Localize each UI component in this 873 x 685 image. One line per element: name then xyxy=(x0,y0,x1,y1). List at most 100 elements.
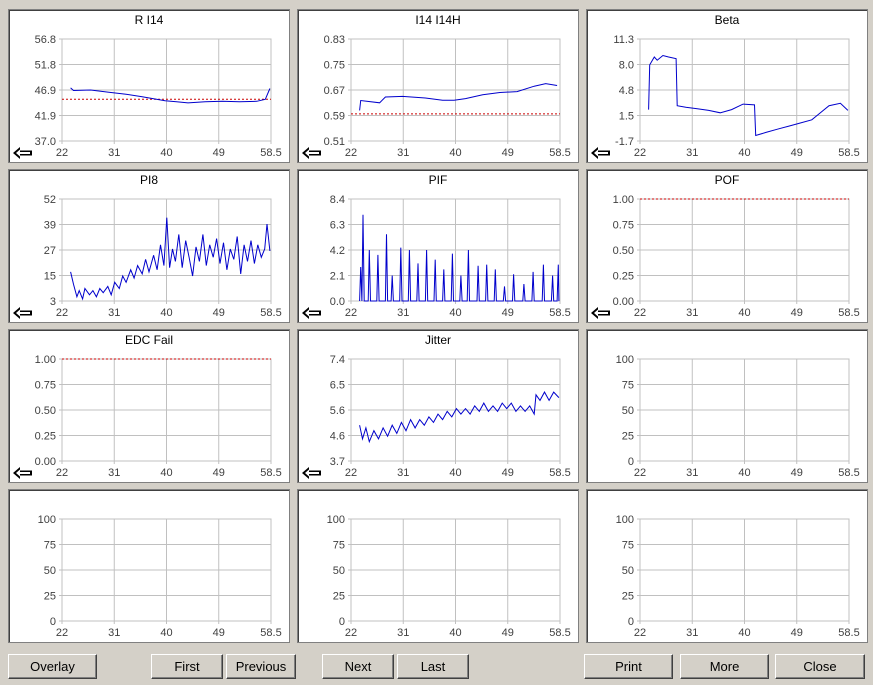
chart-title: PI8 xyxy=(140,173,158,187)
plot-area xyxy=(639,518,850,622)
y-tick-label: 75 xyxy=(622,540,634,552)
x-tick-label: 49 xyxy=(791,307,803,319)
x-tick-label: 40 xyxy=(160,147,172,159)
overlay-button[interactable]: Overlay xyxy=(8,654,97,679)
plot-area xyxy=(639,38,850,142)
arrow-left-icon[interactable] xyxy=(301,306,322,320)
y-tick-label: 25 xyxy=(333,591,345,603)
chart-edc-fail: EDC Fail 22 31 40 49 58.5 1.00 0.75 0.50 0.25 0.00 xyxy=(12,333,282,480)
x-tick-label: 22 xyxy=(345,147,357,159)
y-tick-label: 0.83 xyxy=(324,34,345,46)
y-tick-label: 4.6 xyxy=(330,431,345,443)
chart-jitter: Jitter 22 31 40 49 58.5 7.4 6.5 5.6 4.6 3.7 xyxy=(301,333,571,480)
chart-title: Jitter xyxy=(425,333,451,347)
chart-title: I14 I14H xyxy=(415,13,460,27)
y-tick-label: 50 xyxy=(622,565,634,577)
series-line-jitter xyxy=(359,391,560,444)
y-tick-label: 0.59 xyxy=(324,111,345,123)
y-tick-label: 0.67 xyxy=(324,85,345,97)
y-tick-label: 0.00 xyxy=(613,296,634,308)
chart-pof: POF 22 31 40 49 58.5 1.00 0.75 0.50 0.25 0.00 xyxy=(590,173,860,320)
x-tick-label: 22 xyxy=(56,467,68,479)
x-tick-label: 49 xyxy=(791,467,803,479)
y-tick-label: 0.75 xyxy=(324,60,345,72)
y-tick-label: 1.00 xyxy=(35,354,56,366)
y-tick-label: 4.8 xyxy=(619,85,634,97)
y-tick-label: 0.50 xyxy=(35,405,56,417)
x-tick-label: 58.5 xyxy=(549,467,570,479)
x-tick-label: 22 xyxy=(634,467,646,479)
y-tick-label: 100 xyxy=(616,354,634,366)
more-button[interactable]: More xyxy=(680,654,769,679)
x-tick-label: 22 xyxy=(345,307,357,319)
x-tick-label: 58.5 xyxy=(549,147,570,159)
x-tick-label: 58.5 xyxy=(549,307,570,319)
x-tick-label: 31 xyxy=(397,467,409,479)
y-tick-label: 25 xyxy=(622,431,634,443)
x-tick-label: 22 xyxy=(56,627,68,639)
arrow-left-icon[interactable] xyxy=(12,146,33,160)
plot-area xyxy=(350,38,561,142)
chart-panel-beta: Beta 22 31 40 49 58.5 11.3 8.0 4.8 1.5 -1.7 xyxy=(586,9,868,163)
chart-empty-3: 22 31 40 49 58.5 100 75 50 25 0 xyxy=(327,514,571,639)
y-tick-label: 25 xyxy=(44,591,56,603)
chart-i14-i14h: I14 I14H 22 31 40 49 58.5 0.83 0.75 0.67 0.59 0.51 xyxy=(301,13,571,160)
x-tick-label: 40 xyxy=(449,467,461,479)
chart-empty-1: 22 31 40 49 58.5 100 75 50 25 0 xyxy=(616,354,860,479)
y-tick-label: 0.50 xyxy=(613,245,634,257)
chart-panel-pi8: PI8 22 31 40 49 58.5 52 39 27 15 3 xyxy=(8,169,290,323)
chart-title: Beta xyxy=(715,13,740,27)
y-tick-label: 15 xyxy=(44,271,56,283)
y-tick-label: -1.7 xyxy=(615,136,634,148)
x-tick-label: 58.5 xyxy=(260,307,281,319)
first-button[interactable]: First xyxy=(151,654,223,679)
chart-pif: PIF 22 31 40 49 58.5 8.4 6.3 4.2 2.1 0.0 xyxy=(301,173,571,320)
x-tick-label: 49 xyxy=(502,147,514,159)
chart-empty-2: 22 31 40 49 58.5 100 75 50 25 0 xyxy=(38,514,282,639)
y-tick-label: 56.8 xyxy=(35,34,56,46)
x-tick-label: 31 xyxy=(686,147,698,159)
chart-panel-empty-4: 22 31 40 49 58.5 100 75 50 25 0 xyxy=(586,489,868,643)
previous-button[interactable]: Previous xyxy=(226,654,296,679)
series-line-r-i14 xyxy=(70,87,271,104)
x-tick-label: 58.5 xyxy=(838,627,859,639)
arrow-left-icon[interactable] xyxy=(301,146,322,160)
x-tick-label: 31 xyxy=(397,307,409,319)
x-tick-label: 49 xyxy=(791,147,803,159)
x-tick-label: 31 xyxy=(397,627,409,639)
x-tick-label: 31 xyxy=(686,627,698,639)
x-tick-label: 40 xyxy=(449,147,461,159)
plot-area xyxy=(350,518,561,622)
y-tick-label: 8.4 xyxy=(330,194,345,206)
series-line-pi8 xyxy=(70,217,271,301)
y-tick-label: 100 xyxy=(327,514,345,526)
chart-panel-i14-i14h: I14 I14H 22 31 40 49 58.5 0.83 0.75 0.67 0.59 0.51 xyxy=(297,9,579,163)
arrow-left-icon[interactable] xyxy=(590,146,611,160)
y-tick-label: 75 xyxy=(333,540,345,552)
x-tick-label: 22 xyxy=(634,307,646,319)
plot-area xyxy=(61,198,272,302)
chart-pi8: PI8 22 31 40 49 58.5 52 39 27 15 3 xyxy=(12,173,282,320)
y-tick-label: 6.5 xyxy=(330,380,345,392)
arrow-left-icon[interactable] xyxy=(12,306,33,320)
arrow-left-icon[interactable] xyxy=(12,466,33,480)
y-tick-label: 100 xyxy=(38,514,56,526)
x-tick-label: 22 xyxy=(345,627,357,639)
y-tick-label: 0 xyxy=(628,616,634,628)
y-tick-label: 0.25 xyxy=(35,431,56,443)
x-tick-label: 49 xyxy=(791,627,803,639)
chart-empty-4: 22 31 40 49 58.5 100 75 50 25 0 xyxy=(616,514,860,639)
next-button[interactable]: Next xyxy=(322,654,394,679)
y-tick-label: 4.2 xyxy=(330,245,345,257)
print-button[interactable]: Print xyxy=(584,654,673,679)
arrow-left-icon[interactable] xyxy=(590,306,611,320)
x-tick-label: 22 xyxy=(56,307,68,319)
last-button[interactable]: Last xyxy=(397,654,469,679)
y-tick-label: 0.25 xyxy=(613,271,634,283)
arrow-left-icon[interactable] xyxy=(301,466,322,480)
y-tick-label: 75 xyxy=(622,380,634,392)
y-tick-label: 0.75 xyxy=(613,220,634,232)
x-tick-label: 22 xyxy=(56,147,68,159)
chart-title: EDC Fail xyxy=(125,333,173,347)
close-button[interactable]: Close xyxy=(775,654,865,679)
